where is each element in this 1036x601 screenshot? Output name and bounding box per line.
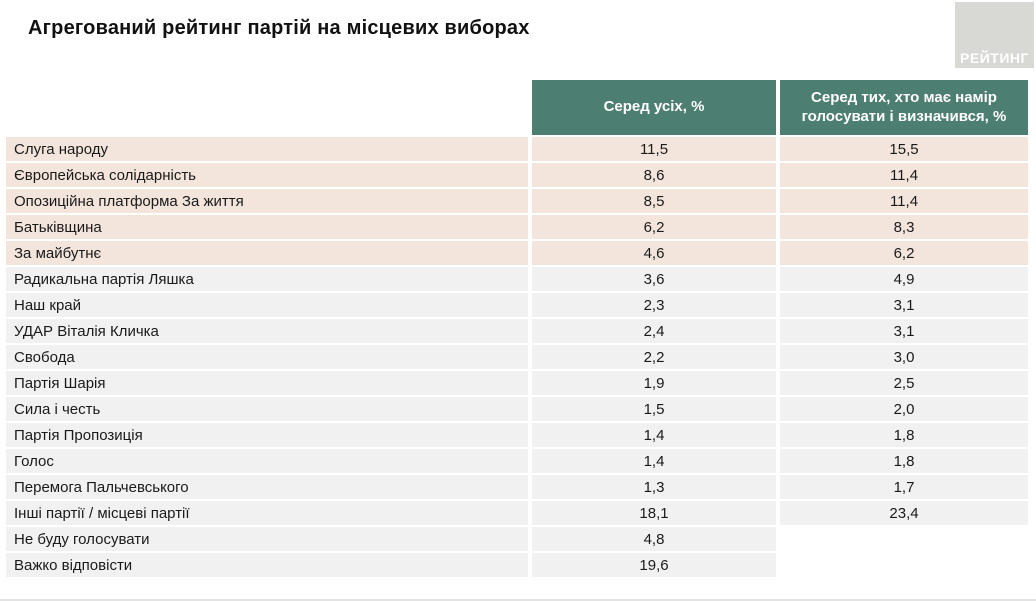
table-row: Важко відповісти 19,6 — [6, 553, 1028, 577]
rating-agency-logo: РЕЙТИНГ — [955, 2, 1034, 68]
value-among-all: 19,6 — [532, 553, 776, 577]
value-among-decided: 11,4 — [780, 163, 1028, 187]
value-among-all: 1,3 — [532, 475, 776, 499]
party-name: Європейська солідарність — [6, 163, 528, 187]
table-row: Батьківщина 6,2 8,3 — [6, 215, 1028, 239]
value-among-all: 4,8 — [532, 527, 776, 551]
party-name: Перемога Пальчевського — [6, 475, 528, 499]
party-name: Сила і честь — [6, 397, 528, 421]
value-among-decided: 3,0 — [780, 345, 1028, 369]
value-among-all: 3,6 — [532, 267, 776, 291]
value-among-decided: 1,8 — [780, 449, 1028, 473]
table-row: Перемога Пальчевського 1,3 1,7 — [6, 475, 1028, 499]
party-name: Партія Шарія — [6, 371, 528, 395]
value-among-decided: 3,1 — [780, 319, 1028, 343]
party-name: За майбутнє — [6, 241, 528, 265]
value-among-all: 2,3 — [532, 293, 776, 317]
value-among-all: 8,5 — [532, 189, 776, 213]
value-among-all: 1,4 — [532, 449, 776, 473]
table-row: Опозиційна платформа За життя 8,5 11,4 — [6, 189, 1028, 213]
party-name: Слуга народу — [6, 137, 528, 161]
value-among-all: 6,2 — [532, 215, 776, 239]
party-name: Голос — [6, 449, 528, 473]
value-among-decided: 23,4 — [780, 501, 1028, 525]
table-row: Інші партії / місцеві партії 18,1 23,4 — [6, 501, 1028, 525]
value-among-all: 2,2 — [532, 345, 776, 369]
table-row: Наш край 2,3 3,1 — [6, 293, 1028, 317]
party-name: Радикальна партія Ляшка — [6, 267, 528, 291]
value-among-decided: 4,9 — [780, 267, 1028, 291]
table-row: Не буду голосувати 4,8 — [6, 527, 1028, 551]
value-among-decided — [780, 553, 1028, 577]
value-among-all: 1,9 — [532, 371, 776, 395]
page-title: Агрегований рейтинг партій на місцевих в… — [28, 17, 530, 39]
value-among-decided: 8,3 — [780, 215, 1028, 239]
value-among-decided: 11,4 — [780, 189, 1028, 213]
party-name: Не буду голосувати — [6, 527, 528, 551]
table-header-row: Серед усіх, % Серед тих, хто має намір г… — [6, 80, 1028, 135]
party-name: Партія Пропозиція — [6, 423, 528, 447]
table-row: УДАР Віталія Кличка 2,4 3,1 — [6, 319, 1028, 343]
value-among-decided: 2,0 — [780, 397, 1028, 421]
table-row: Партія Пропозиція 1,4 1,8 — [6, 423, 1028, 447]
value-among-decided — [780, 527, 1028, 551]
table-row: Голос 1,4 1,8 — [6, 449, 1028, 473]
table-row: Радикальна партія Ляшка 3,6 4,9 — [6, 267, 1028, 291]
table-body: Слуга народу 11,5 15,5 Європейська солідарн… — [6, 137, 1028, 577]
table-row: Свобода 2,2 3,0 — [6, 345, 1028, 369]
table-row: Слуга народу 11,5 15,5 — [6, 137, 1028, 161]
table-row: Сила і честь 1,5 2,0 — [6, 397, 1028, 421]
party-name: Інші партії / місцеві партії — [6, 501, 528, 525]
value-among-all: 11,5 — [532, 137, 776, 161]
value-among-all: 8,6 — [532, 163, 776, 187]
value-among-all: 1,5 — [532, 397, 776, 421]
party-name: Батьківщина — [6, 215, 528, 239]
value-among-all: 18,1 — [532, 501, 776, 525]
column-header-among-all: Серед усіх, % — [532, 80, 776, 135]
party-rating-table: Серед усіх, % Серед тих, хто має намір г… — [6, 80, 1028, 579]
value-among-all: 2,4 — [532, 319, 776, 343]
party-name: Свобода — [6, 345, 528, 369]
rating-agency-logo-text: РЕЙТИНГ — [960, 50, 1029, 66]
bottom-divider — [0, 599, 1036, 601]
table-row: Європейська солідарність 8,6 11,4 — [6, 163, 1028, 187]
party-name: УДАР Віталія Кличка — [6, 319, 528, 343]
value-among-decided: 1,8 — [780, 423, 1028, 447]
value-among-decided: 2,5 — [780, 371, 1028, 395]
party-name: Важко відповісти — [6, 553, 528, 577]
party-name: Опозиційна платформа За життя — [6, 189, 528, 213]
table-row: За майбутнє 4,6 6,2 — [6, 241, 1028, 265]
table-row: Партія Шарія 1,9 2,5 — [6, 371, 1028, 395]
value-among-all: 1,4 — [532, 423, 776, 447]
party-name: Наш край — [6, 293, 528, 317]
value-among-all: 4,6 — [532, 241, 776, 265]
value-among-decided: 6,2 — [780, 241, 1028, 265]
value-among-decided: 1,7 — [780, 475, 1028, 499]
column-header-among-decided: Серед тих, хто має намір голосувати і ви… — [780, 80, 1028, 135]
value-among-decided: 3,1 — [780, 293, 1028, 317]
table-header-spacer — [6, 80, 528, 135]
value-among-decided: 15,5 — [780, 137, 1028, 161]
